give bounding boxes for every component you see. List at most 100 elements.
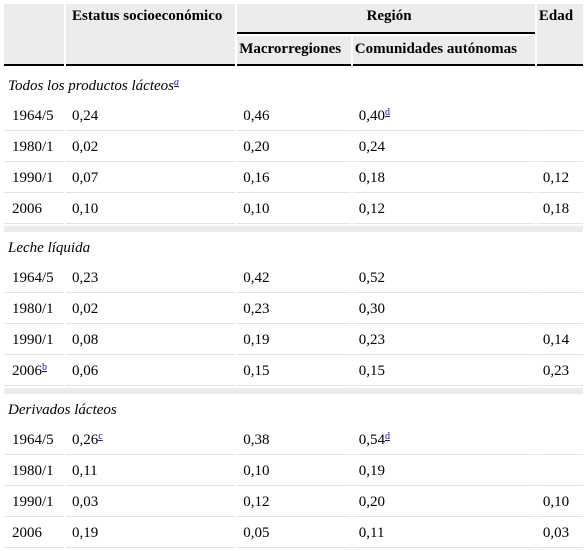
section-header-row: Derivados lácteos	[4, 396, 583, 424]
cell-edad: 0,03	[536, 519, 583, 548]
header-row-2: Macrorregiones Comunidades autónomas	[4, 36, 583, 66]
cell-macro: 0,20	[237, 133, 351, 162]
footnote-link[interactable]: b	[42, 361, 47, 373]
cell-socio-text: 0,08	[71, 331, 99, 348]
cell-ccaa: 0,19	[352, 457, 535, 486]
cell-socio: 0,10	[65, 195, 236, 224]
cell-year: 1980/1	[4, 295, 64, 324]
cell-ccaa: 0,11	[352, 519, 535, 548]
cell-macro-text: 0,15	[243, 362, 270, 379]
cell-socio-text: 0,26	[71, 431, 99, 448]
table-row: 1964/5 0,24 0,46 0,40d	[4, 102, 583, 131]
cell-ccaa-text: 0,18	[358, 169, 386, 186]
section-title-text: Derivados lácteos	[8, 401, 117, 418]
cell-macro: 0,15	[237, 357, 351, 386]
cell-ccaa-text: 0,20	[358, 493, 386, 510]
footnote-link[interactable]: c	[98, 430, 103, 442]
section-gap	[4, 68, 583, 70]
cell-macro: 0,05	[237, 519, 351, 548]
section-gap	[4, 226, 583, 232]
cell-year: 1964/5	[4, 102, 64, 131]
cell-macro: 0,23	[237, 295, 351, 324]
cell-socio-text: 0,06	[71, 362, 99, 379]
cell-socio-text: 0,03	[71, 493, 99, 510]
section-title: Todos los productos lácteosa	[4, 72, 583, 100]
cell-edad: 0,14	[536, 326, 583, 355]
cell-socio-text: 0,10	[71, 200, 99, 217]
cell-macro-text: 0,23	[243, 300, 270, 317]
table-row: 1980/1 0,02 0,23 0,30	[4, 295, 583, 324]
cell-ccaa: 0,30	[352, 295, 535, 324]
cell-macro-text: 0,42	[243, 269, 270, 286]
cell-socio-text: 0,02	[71, 300, 99, 317]
cell-edad-text: 0,12	[542, 169, 570, 186]
header-edad: Edad	[536, 4, 583, 66]
header-corner	[4, 4, 64, 66]
section-gap-cell	[4, 226, 583, 232]
cell-socio: 0,26c	[65, 426, 236, 455]
cell-ccaa-text: 0,54	[358, 431, 386, 448]
cell-macro: 0,38	[237, 426, 351, 455]
cell-year: 1964/5	[4, 264, 64, 293]
cell-year-text: 2006	[12, 200, 42, 217]
cell-macro-text: 0,12	[243, 493, 270, 510]
cell-year-text: 1980/1	[12, 300, 54, 317]
cell-edad-text: 0,14	[542, 331, 570, 348]
cell-macro: 0,42	[237, 264, 351, 293]
cell-edad	[536, 457, 583, 486]
cell-socio-text: 0,07	[71, 169, 99, 186]
cell-macro-text: 0,10	[243, 462, 270, 479]
cell-year: 2006	[4, 195, 64, 224]
section-gap-cell	[4, 68, 583, 70]
cell-year: 2006b	[4, 357, 64, 386]
cell-year: 1990/1	[4, 326, 64, 355]
table-row: 1990/1 0,08 0,19 0,23 0,14	[4, 326, 583, 355]
cell-ccaa: 0,54d	[352, 426, 535, 455]
table-row: 1980/1 0,02 0,20 0,24	[4, 133, 583, 162]
cell-year-text: 1980/1	[12, 462, 54, 479]
header-ccaa: Comunidades autónomas	[352, 36, 535, 66]
section-gap-cell	[4, 388, 583, 394]
section-title-text: Todos los productos lácteos	[8, 77, 174, 94]
cell-ccaa: 0,20	[352, 488, 535, 517]
cell-year: 1980/1	[4, 133, 64, 162]
cell-year: 1964/5	[4, 426, 64, 455]
cell-socio: 0,02	[65, 295, 236, 324]
cell-macro-text: 0,05	[243, 524, 270, 541]
cell-ccaa-text: 0,12	[358, 200, 386, 217]
cell-macro: 0,10	[237, 195, 351, 224]
cell-ccaa-text: 0,19	[358, 462, 386, 479]
cell-edad: 0,10	[536, 488, 583, 517]
footnote-link[interactable]: d	[385, 106, 391, 118]
cell-edad: 0,23	[536, 357, 583, 386]
cell-macro-text: 0,38	[243, 431, 270, 448]
section-title-text: Leche líquida	[8, 239, 91, 256]
header-region: Región	[237, 4, 535, 34]
cell-socio-text: 0,23	[71, 269, 99, 286]
table-row: 2006b 0,06 0,15 0,15 0,23	[4, 357, 583, 386]
cell-edad: 0,18	[536, 195, 583, 224]
cell-ccaa: 0,52	[352, 264, 535, 293]
cell-year-text: 1964/5	[12, 269, 54, 286]
cell-ccaa: 0,15	[352, 357, 535, 386]
cell-macro: 0,12	[237, 488, 351, 517]
footnote-link[interactable]: a	[174, 76, 179, 88]
cell-edad	[536, 102, 583, 131]
table-row: 2006 0,19 0,05 0,11 0,03	[4, 519, 583, 548]
cell-edad-text: 0,10	[542, 493, 570, 510]
table-row: 2006 0,10 0,10 0,12 0,18	[4, 195, 583, 224]
footnote-link[interactable]: d	[385, 430, 391, 442]
table-row: 1980/1 0,11 0,10 0,19	[4, 457, 583, 486]
cell-year: 1980/1	[4, 457, 64, 486]
cell-socio: 0,02	[65, 133, 236, 162]
cell-socio: 0,24	[65, 102, 236, 131]
cell-edad	[536, 295, 583, 324]
section-title: Derivados lácteos	[4, 396, 583, 424]
cell-year: 2006	[4, 519, 64, 548]
cell-ccaa-text: 0,24	[358, 138, 386, 155]
table-row: 1964/5 0,26c 0,38 0,54d	[4, 426, 583, 455]
cell-macro-text: 0,16	[243, 169, 270, 186]
cell-year-text: 2006	[12, 524, 42, 541]
cell-edad: 0,12	[536, 164, 583, 193]
cell-macro: 0,19	[237, 326, 351, 355]
